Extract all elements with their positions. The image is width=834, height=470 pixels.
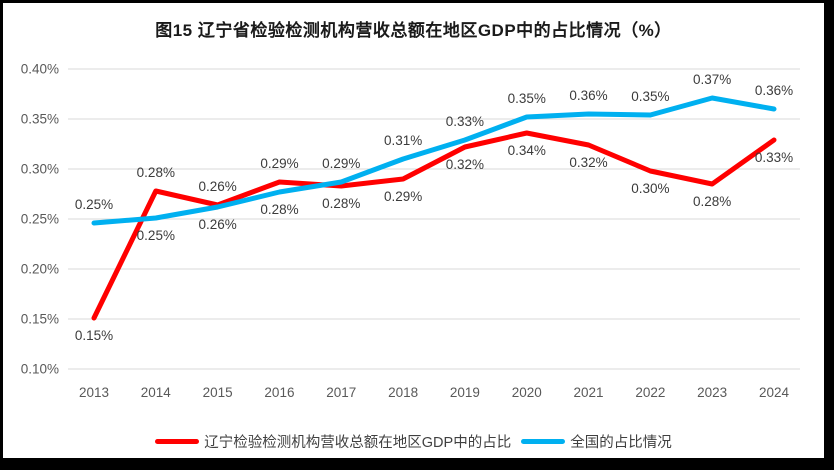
- data-label: 0.36%: [755, 83, 793, 98]
- series-line-0: [91, 130, 777, 321]
- x-tick-label: 2020: [512, 385, 542, 400]
- data-label: 0.25%: [137, 228, 175, 243]
- chart-canvas: 图15 辽宁省检验检测机构营收总额在地区GDP中的占比情况（%） 0.40% 0.…: [3, 3, 824, 458]
- legend: 辽宁检验检测机构营收总额在地区GDP中的占比 全国的占比情况: [3, 431, 824, 452]
- legend-item-national: 全国的占比情况: [521, 431, 672, 452]
- x-tick-label: 2019: [450, 385, 480, 400]
- data-label: 0.26%: [198, 179, 236, 194]
- data-label: 0.25%: [75, 197, 113, 212]
- x-tick-label: 2014: [141, 385, 172, 400]
- legend-label-liaoning: 辽宁检验检测机构营收总额在地区GDP中的占比: [204, 435, 512, 451]
- x-tick-label: 2015: [203, 385, 233, 400]
- y-tick-label: 0.10%: [21, 362, 59, 377]
- y-tick-label: 0.30%: [21, 162, 59, 177]
- y-tick-label: 0.15%: [21, 312, 59, 327]
- data-label: 0.36%: [569, 88, 607, 103]
- data-label: 0.32%: [446, 157, 484, 172]
- data-label: 0.30%: [631, 181, 669, 196]
- data-label: 0.33%: [755, 150, 793, 165]
- x-tick-label: 2017: [326, 385, 356, 400]
- chart-title: 图15 辽宁省检验检测机构营收总额在地区GDP中的占比情况（%）: [155, 21, 672, 40]
- data-label: 0.34%: [508, 143, 546, 158]
- series-line-1: [91, 95, 777, 226]
- legend-swatch-red-line: [155, 439, 200, 444]
- x-tick-label: 2024: [759, 385, 790, 400]
- data-label: 0.28%: [260, 202, 298, 217]
- legend-swatch-blue-line: [521, 439, 566, 444]
- y-tick-label: 0.40%: [21, 62, 59, 77]
- data-label: 0.32%: [569, 155, 607, 170]
- legend-label-national: 全国的占比情况: [570, 435, 672, 451]
- data-label: 0.15%: [75, 328, 113, 343]
- data-label: 0.28%: [693, 194, 731, 209]
- x-tick-label: 2018: [388, 385, 418, 400]
- y-tick-label: 0.25%: [21, 212, 59, 227]
- y-tick-label: 0.20%: [21, 262, 59, 277]
- x-tick-label: 2013: [79, 385, 109, 400]
- y-tick-label: 0.35%: [21, 112, 59, 127]
- data-label: 0.29%: [260, 156, 298, 171]
- data-label: 0.33%: [446, 114, 484, 129]
- x-tick-label: 2021: [574, 385, 604, 400]
- data-label: 0.35%: [508, 91, 546, 106]
- data-label: 0.37%: [693, 72, 731, 87]
- data-label: 0.31%: [384, 133, 422, 148]
- data-label: 0.28%: [322, 196, 360, 211]
- data-label: 0.26%: [198, 217, 236, 232]
- x-tick-label: 2022: [635, 385, 665, 400]
- legend-item-liaoning: 辽宁检验检测机构营收总额在地区GDP中的占比: [155, 431, 511, 452]
- data-label: 0.29%: [322, 156, 360, 171]
- data-label: 0.35%: [631, 89, 669, 104]
- data-label: 0.28%: [137, 165, 175, 180]
- x-tick-label: 2023: [697, 385, 727, 400]
- x-tick-label: 2016: [264, 385, 294, 400]
- line-chart: 0.40% 0.35% 0.30% 0.25% 0.20% 0.15% 0.10% 2013 2…: [21, 62, 800, 400]
- data-label: 0.29%: [384, 189, 422, 204]
